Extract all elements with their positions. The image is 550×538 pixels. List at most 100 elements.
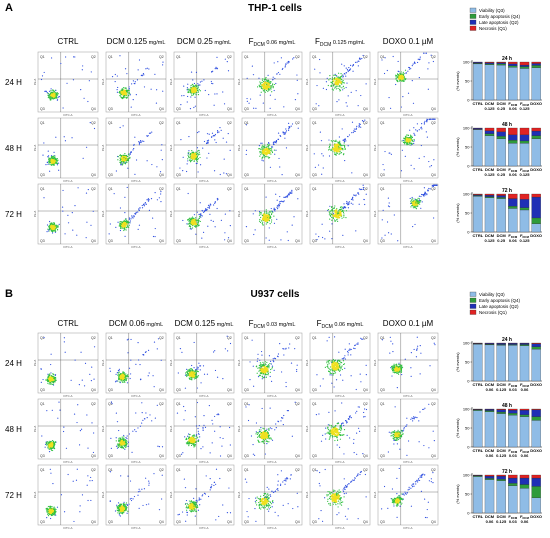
event-dot (197, 91, 199, 93)
event-dot (191, 222, 194, 225)
event-dot (328, 363, 330, 365)
event-dot (214, 201, 216, 203)
event-dot (47, 228, 49, 230)
quadrant-label: Q4 (295, 388, 300, 392)
event-dot (361, 338, 363, 340)
event-dot (347, 352, 349, 354)
event-dot (122, 380, 124, 382)
plot-frame (37, 117, 99, 179)
event-dot (194, 152, 197, 155)
event-dot (187, 95, 189, 98)
event-dot (92, 451, 95, 454)
event-dot (147, 349, 150, 351)
event-dot (52, 224, 54, 226)
event-dot (410, 164, 412, 166)
event-dot (120, 96, 122, 98)
event-dot (148, 372, 150, 374)
x-tick-label: 0.125 (484, 172, 495, 177)
event-dot (151, 420, 153, 422)
event-dot (259, 369, 261, 372)
event-dot (266, 371, 269, 373)
quadrant-label: Q1 (380, 187, 385, 191)
event-dot (193, 370, 195, 372)
event-dot (64, 140, 67, 142)
event-dot (405, 77, 407, 80)
event-dot (358, 126, 361, 128)
y-tick-label: 50 (465, 145, 470, 150)
event-dot (53, 163, 55, 165)
event-dot (187, 219, 189, 221)
event-dot (404, 155, 406, 157)
event-dot (262, 377, 264, 379)
event-dot (262, 148, 264, 150)
event-dot (259, 85, 262, 88)
event-dot (282, 348, 284, 350)
event-dot (335, 379, 338, 381)
quadrant-label: Q2 (431, 121, 436, 125)
event-dot (337, 81, 340, 84)
event-dot (274, 153, 276, 155)
event-dot (348, 202, 350, 204)
event-dot (197, 222, 199, 224)
event-dot (270, 363, 272, 365)
event-dot (264, 78, 267, 81)
bar-segment (496, 63, 506, 66)
event-dot (251, 65, 253, 67)
plot-frame (37, 332, 99, 394)
event-dot (337, 211, 339, 213)
event-dot (331, 141, 333, 143)
event-dot (291, 224, 293, 226)
event-dot (216, 93, 218, 95)
event-dot (125, 229, 127, 231)
event-dot (261, 81, 263, 84)
event-dot (150, 88, 152, 90)
event-dot (271, 149, 273, 151)
event-dot (183, 85, 185, 87)
event-dot (271, 368, 273, 370)
event-dot (253, 233, 255, 236)
bar-segment (484, 130, 495, 134)
event-dot (56, 94, 59, 96)
event-dot (339, 374, 342, 376)
event-dot (196, 158, 198, 160)
event-dot (48, 159, 50, 161)
event-dot (267, 217, 270, 220)
event-dot (347, 135, 349, 138)
event-dot (51, 448, 53, 450)
bar-segment (496, 198, 506, 233)
bar-segment (484, 61, 495, 63)
quadrant-label: Q2 (91, 55, 96, 59)
event-dot (397, 60, 399, 63)
event-dot (326, 360, 328, 362)
event-dot (284, 65, 287, 67)
event-dot (324, 366, 326, 368)
event-dot (64, 351, 66, 353)
event-dot (201, 80, 203, 82)
event-dot (258, 374, 261, 377)
event-dot (334, 372, 337, 374)
event-dot (321, 153, 323, 155)
event-dot (191, 369, 193, 371)
event-dot (331, 238, 333, 240)
event-dot (276, 207, 279, 210)
event-dot (224, 213, 226, 215)
plot-frame (241, 332, 303, 394)
event-dot (142, 73, 145, 75)
event-dot (124, 212, 126, 214)
event-dot (153, 341, 156, 343)
event-dot (349, 349, 351, 351)
event-dot (264, 152, 267, 155)
event-dot (317, 164, 320, 166)
event-dot (226, 61, 228, 63)
quadrant-label: Q2 (159, 336, 164, 340)
event-dot (193, 372, 196, 375)
event-dot (207, 225, 209, 227)
event-dot (141, 422, 143, 424)
chart-title: 48 h (502, 122, 512, 128)
